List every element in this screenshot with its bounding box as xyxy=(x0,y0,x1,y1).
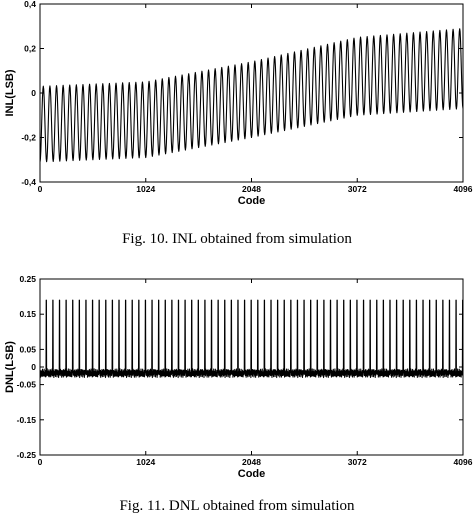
y-tick-label: -0,4 xyxy=(21,177,36,187)
x-tick-label: 2048 xyxy=(242,184,261,194)
dnl-series-line xyxy=(39,299,464,379)
inl-x-axis-label: Code xyxy=(238,195,266,207)
inl-ylabel-group: INL(LSB) xyxy=(4,69,16,116)
y-tick-label: -0.15 xyxy=(17,415,37,425)
y-tick-label: 0 xyxy=(31,362,36,372)
y-tick-label: 0,2 xyxy=(24,44,36,54)
inl-plot-frame xyxy=(39,3,464,183)
dnl-plot-frame xyxy=(39,278,464,456)
y-tick-label: 0 xyxy=(31,88,36,98)
inl-data-area xyxy=(39,28,464,163)
y-tick-label: 0.15 xyxy=(19,309,36,319)
y-tick-label: -0,2 xyxy=(21,133,36,143)
dnl-figure-caption: Fig. 11. DNL obtained from simulation xyxy=(119,498,355,514)
x-tick-label: 3072 xyxy=(348,184,367,194)
x-tick-label: 4096 xyxy=(454,457,473,467)
inl-chart: INL(LSB) Code 0 1024 2048 3072 4096 -0,4 -0,2 0… xyxy=(4,0,473,247)
dnl-data-area xyxy=(39,299,464,379)
dnl-y-axis-label: DNL(LSB) xyxy=(4,341,16,393)
y-tick-label: -0.05 xyxy=(17,380,37,390)
x-tick-label: 0 xyxy=(38,457,43,467)
inl-y-axis-label: INL(LSB) xyxy=(4,69,16,116)
inl-series-line xyxy=(39,28,464,163)
y-tick-label: -0.25 xyxy=(17,450,37,460)
x-tick-label: 1024 xyxy=(136,184,155,194)
y-tick-label: 0,4 xyxy=(24,0,36,9)
dnl-ticks: 0 1024 2048 3072 4096 -0.25 -0.15 -0.05 0 0.05 0.1… xyxy=(17,274,473,467)
dnl-chart: DNL(LSB) Code 0 1024 2048 3072 4096 -0.25 -0.1… xyxy=(4,274,473,514)
x-tick-label: 1024 xyxy=(136,457,155,467)
y-tick-label: 0.25 xyxy=(19,274,36,284)
dnl-ylabel-group: DNL(LSB) xyxy=(4,341,16,393)
dnl-x-axis-label: Code xyxy=(238,468,266,480)
x-tick-label: 4096 xyxy=(454,184,473,194)
y-tick-label: 0.05 xyxy=(19,344,36,354)
x-tick-label: 2048 xyxy=(242,457,261,467)
x-tick-label: 3072 xyxy=(348,457,367,467)
inl-figure-caption: Fig. 10. INL obtained from simulation xyxy=(122,231,352,247)
x-tick-label: 0 xyxy=(38,184,43,194)
